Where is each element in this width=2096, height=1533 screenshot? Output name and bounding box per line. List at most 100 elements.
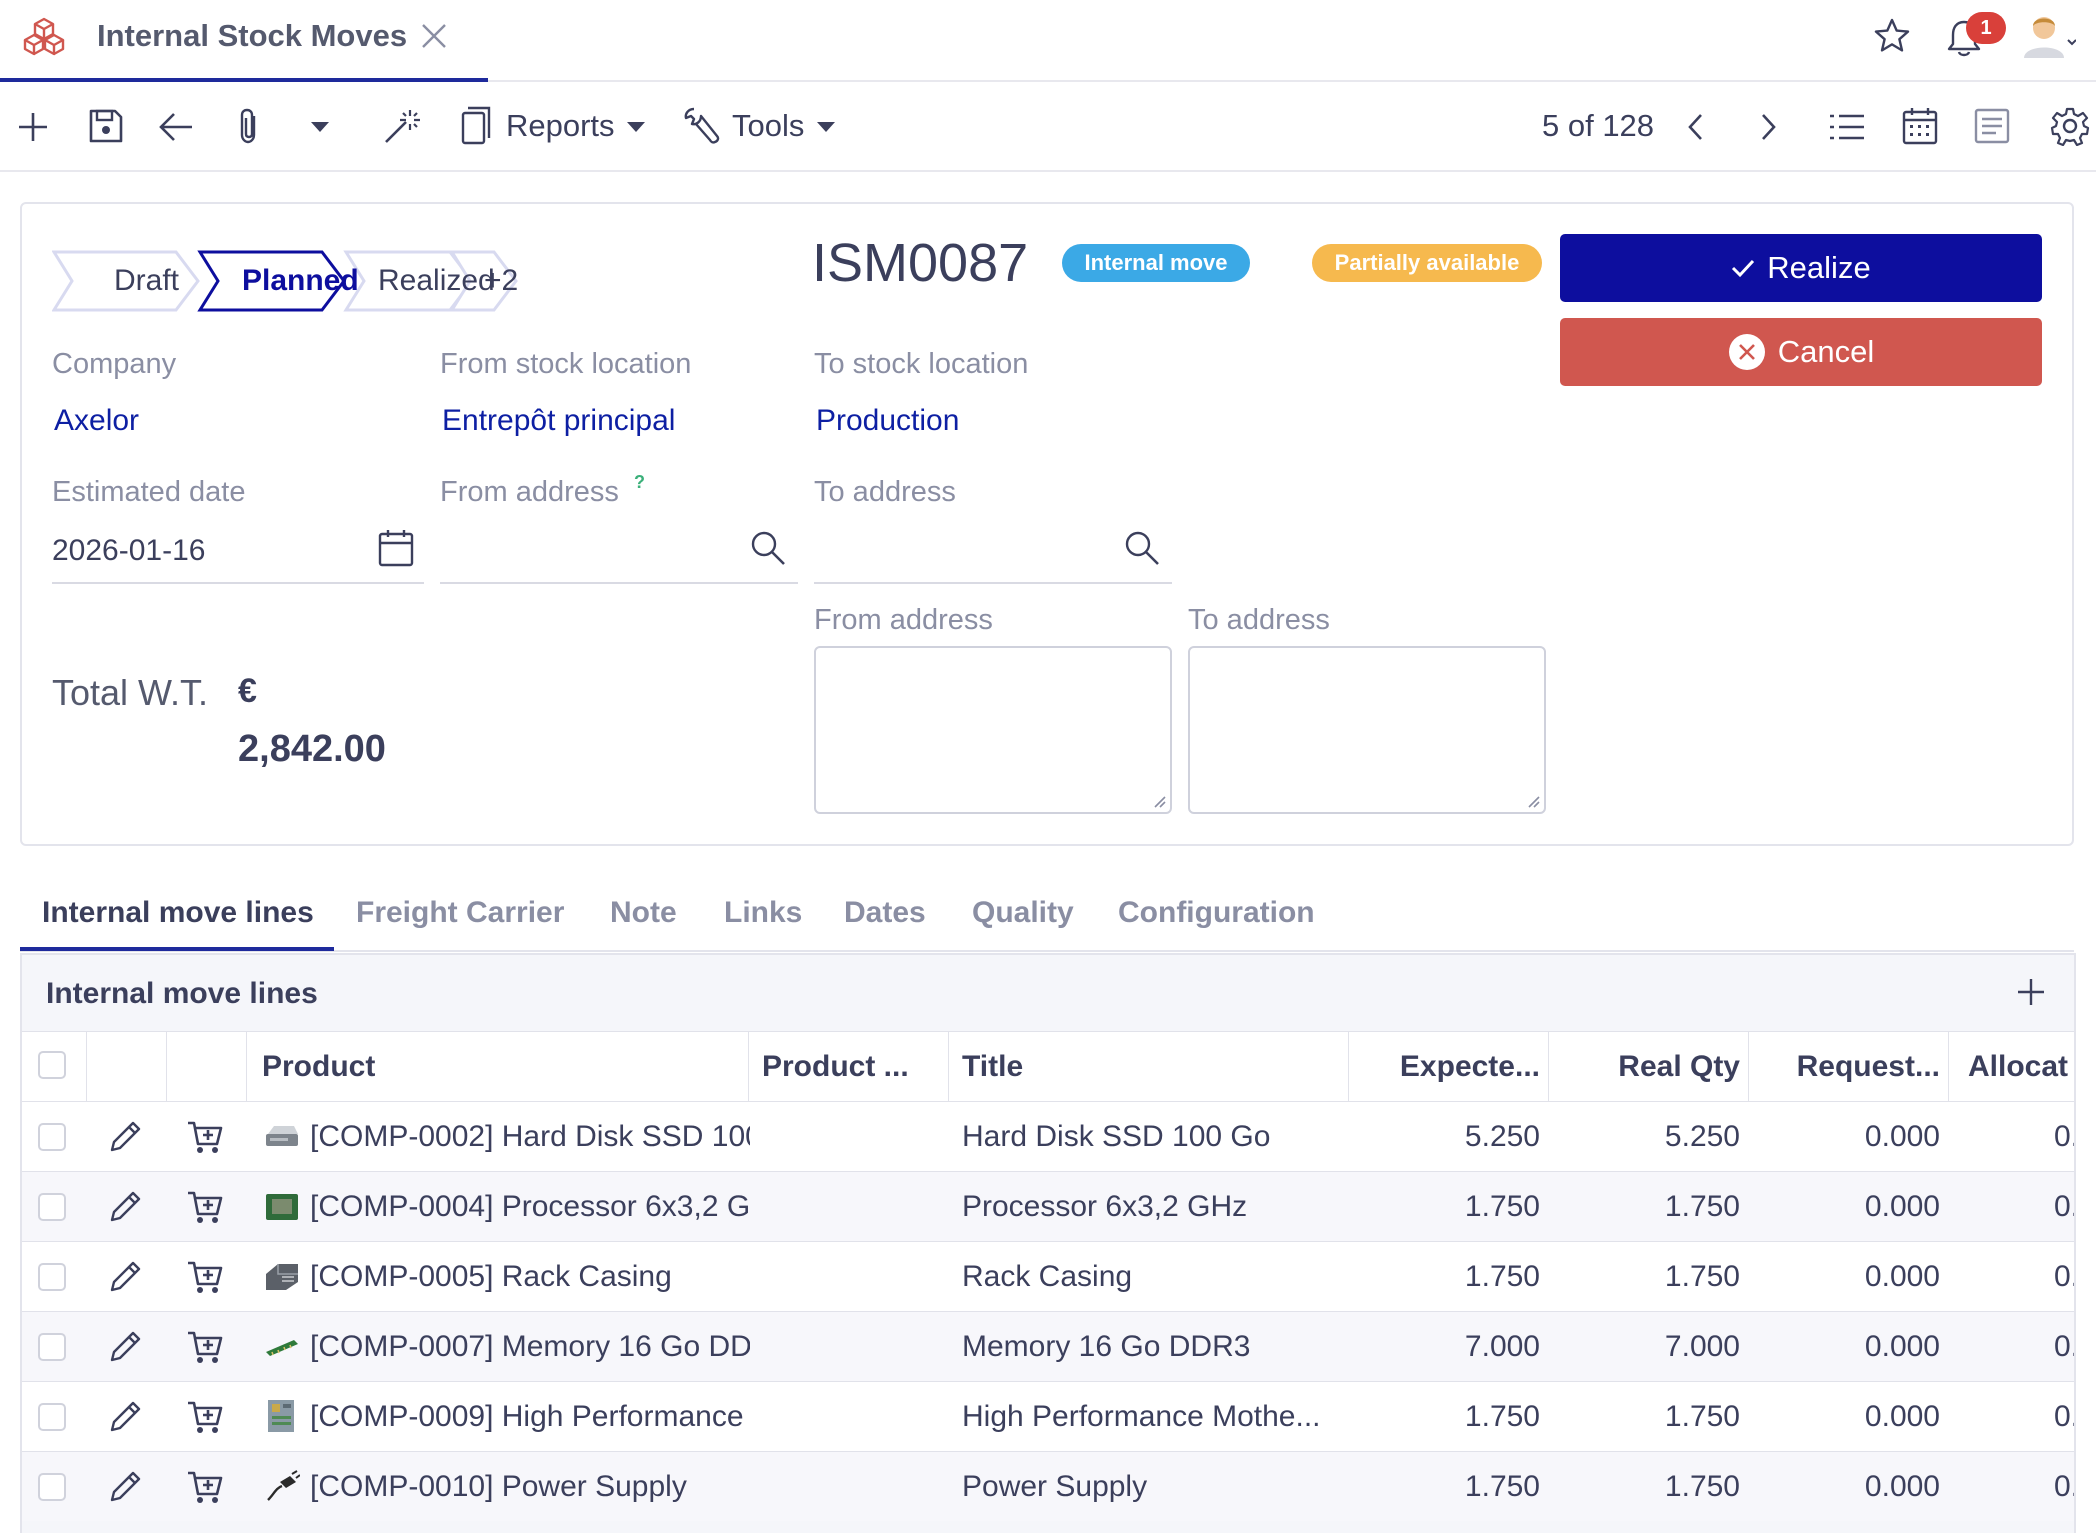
edit-pencil-icon[interactable] xyxy=(106,1188,144,1226)
panel-title: Internal move lines xyxy=(46,977,318,1010)
column-header-requested-qty[interactable]: Request... xyxy=(1796,1050,1940,1083)
settings-gear-icon[interactable] xyxy=(2050,106,2090,146)
previous-record-icon[interactable] xyxy=(1686,112,1706,142)
column-header-real-qty[interactable]: Real Qty xyxy=(1618,1050,1740,1083)
tab-internal-move-lines[interactable]: Internal move lines xyxy=(42,896,314,929)
tab-freight-carrier[interactable]: Freight Carrier xyxy=(356,896,565,929)
add-icon[interactable] xyxy=(16,110,50,144)
column-header-expected-qty[interactable]: Expecte... xyxy=(1399,1050,1540,1083)
total-amount: 2,842.00 xyxy=(238,728,386,770)
realize-button[interactable]: Realize xyxy=(1560,234,2042,302)
notification-badge: 1 xyxy=(1966,12,2006,44)
resize-handle-icon[interactable] xyxy=(1526,794,1540,808)
from-address-input[interactable] xyxy=(440,582,798,584)
tab-note[interactable]: Note xyxy=(610,896,677,929)
close-tab-icon[interactable] xyxy=(420,22,448,50)
reports-menu[interactable]: Reports xyxy=(506,108,615,143)
calendar-icon[interactable] xyxy=(378,528,414,568)
requested-qty-cell: 0.000 xyxy=(1864,1470,1940,1503)
status-step-planned[interactable]: Planned xyxy=(242,264,359,297)
expected-qty-cell: 7.000 xyxy=(1464,1330,1540,1363)
internal-move-lines-panel: Internal move lines Product Product ... … xyxy=(20,953,2076,1533)
to-address-textarea[interactable] xyxy=(1188,646,1546,814)
tab-links[interactable]: Links xyxy=(724,896,803,929)
expected-qty-cell: 1.750 xyxy=(1464,1260,1540,1293)
table-row[interactable]: [COMP-0009] High Performance Motherboard… xyxy=(22,1381,2074,1451)
company-label: Company xyxy=(52,348,177,380)
table-row[interactable]: [COMP-0007] Memory 16 Go DDR3 Memory 16 … xyxy=(22,1311,2074,1381)
magic-wand-icon[interactable] xyxy=(382,106,422,146)
product-cell: [COMP-0009] High Performance Motherboard xyxy=(310,1400,750,1433)
table-row[interactable]: [COMP-0004] Processor 6x3,2 GHz Processo… xyxy=(22,1171,2074,1241)
help-marker[interactable]: ? xyxy=(634,472,645,492)
to-location-link[interactable]: Production xyxy=(816,404,960,437)
attachment-icon[interactable] xyxy=(234,106,264,146)
reports-chevron-down-icon[interactable] xyxy=(626,120,646,134)
edit-pencil-icon[interactable] xyxy=(106,1468,144,1506)
column-header-product[interactable]: Product xyxy=(262,1050,376,1083)
from-address-textarea[interactable] xyxy=(814,646,1172,814)
row-checkbox[interactable] xyxy=(38,1123,66,1151)
tools-menu[interactable]: Tools xyxy=(732,108,805,143)
company-link[interactable]: Axelor xyxy=(54,404,140,437)
next-record-icon[interactable] xyxy=(1758,112,1778,142)
availability-badge: Partially available xyxy=(1312,244,1542,282)
cancel-button[interactable]: Cancel xyxy=(1560,318,2042,386)
estimated-date-input[interactable]: 2026-01-16 xyxy=(52,534,206,567)
reports-icon[interactable] xyxy=(460,106,492,146)
tab-quality[interactable]: Quality xyxy=(972,896,1074,929)
record-form-card: Draft Planned Realized +2 ISM0087 Intern… xyxy=(20,202,2074,846)
row-checkbox[interactable] xyxy=(38,1473,66,1501)
row-checkbox[interactable] xyxy=(38,1263,66,1291)
star-icon[interactable] xyxy=(1872,16,1912,56)
tab-dates[interactable]: Dates xyxy=(844,896,926,929)
cart-icon[interactable] xyxy=(186,1328,224,1366)
cart-icon[interactable] xyxy=(186,1118,224,1156)
calendar-view-icon[interactable] xyxy=(1902,106,1938,146)
motherboard-product-icon xyxy=(264,1398,300,1434)
save-icon[interactable] xyxy=(88,108,124,144)
column-header-product-variant[interactable]: Product ... xyxy=(762,1050,909,1083)
user-avatar-icon[interactable] xyxy=(2022,12,2076,62)
pager-text: 5 of 128 xyxy=(1542,108,1655,143)
expected-qty-cell: 5.250 xyxy=(1464,1120,1540,1153)
row-checkbox[interactable] xyxy=(38,1403,66,1431)
select-all-checkbox[interactable] xyxy=(38,1051,66,1079)
from-address-search-icon[interactable] xyxy=(750,530,786,566)
row-checkbox[interactable] xyxy=(38,1333,66,1361)
add-line-icon[interactable] xyxy=(2016,977,2046,1007)
column-header-title[interactable]: Title xyxy=(962,1050,1024,1083)
tools-chevron-down-icon[interactable] xyxy=(816,120,836,134)
edit-pencil-icon[interactable] xyxy=(106,1398,144,1436)
tab-configuration[interactable]: Configuration xyxy=(1118,896,1315,929)
app-logo-icon[interactable] xyxy=(22,16,66,56)
form-view-icon[interactable] xyxy=(1974,108,2010,144)
to-address-input[interactable] xyxy=(814,582,1172,584)
status-step-draft[interactable]: Draft xyxy=(114,264,180,297)
edit-pencil-icon[interactable] xyxy=(106,1328,144,1366)
cart-icon[interactable] xyxy=(186,1258,224,1296)
resize-handle-icon[interactable] xyxy=(1152,794,1166,808)
edit-pencil-icon[interactable] xyxy=(106,1118,144,1156)
cart-icon[interactable] xyxy=(186,1468,224,1506)
cart-icon[interactable] xyxy=(186,1398,224,1436)
edit-pencil-icon[interactable] xyxy=(106,1258,144,1296)
hard-disk-product-icon xyxy=(264,1120,300,1154)
status-step-realized[interactable]: Realized xyxy=(378,264,495,297)
tab-title[interactable]: Internal Stock Moves xyxy=(97,18,408,53)
chevron-down-icon[interactable] xyxy=(310,120,330,134)
column-header-allocated-qty[interactable]: Allocat xyxy=(1968,1050,2069,1083)
active-tab-underline xyxy=(20,947,334,951)
to-address-search-icon[interactable] xyxy=(1124,530,1160,566)
cart-icon[interactable] xyxy=(186,1188,224,1226)
row-checkbox[interactable] xyxy=(38,1193,66,1221)
table-row[interactable]: [COMP-0005] Rack Casing Rack Casing 1.75… xyxy=(22,1241,2074,1311)
status-step-more[interactable]: +2 xyxy=(484,264,519,297)
back-arrow-icon[interactable] xyxy=(158,110,194,144)
table-row[interactable]: [COMP-0002] Hard Disk SSD 100 Go Hard Di… xyxy=(22,1101,2074,1171)
real-qty-cell: 7.000 xyxy=(1664,1330,1740,1363)
table-row[interactable]: [COMP-0010] Power Supply Power Supply 1.… xyxy=(22,1451,2074,1521)
list-view-icon[interactable] xyxy=(1828,110,1866,144)
wrench-icon[interactable] xyxy=(682,106,722,146)
from-location-link[interactable]: Entrepôt principal xyxy=(442,404,676,437)
